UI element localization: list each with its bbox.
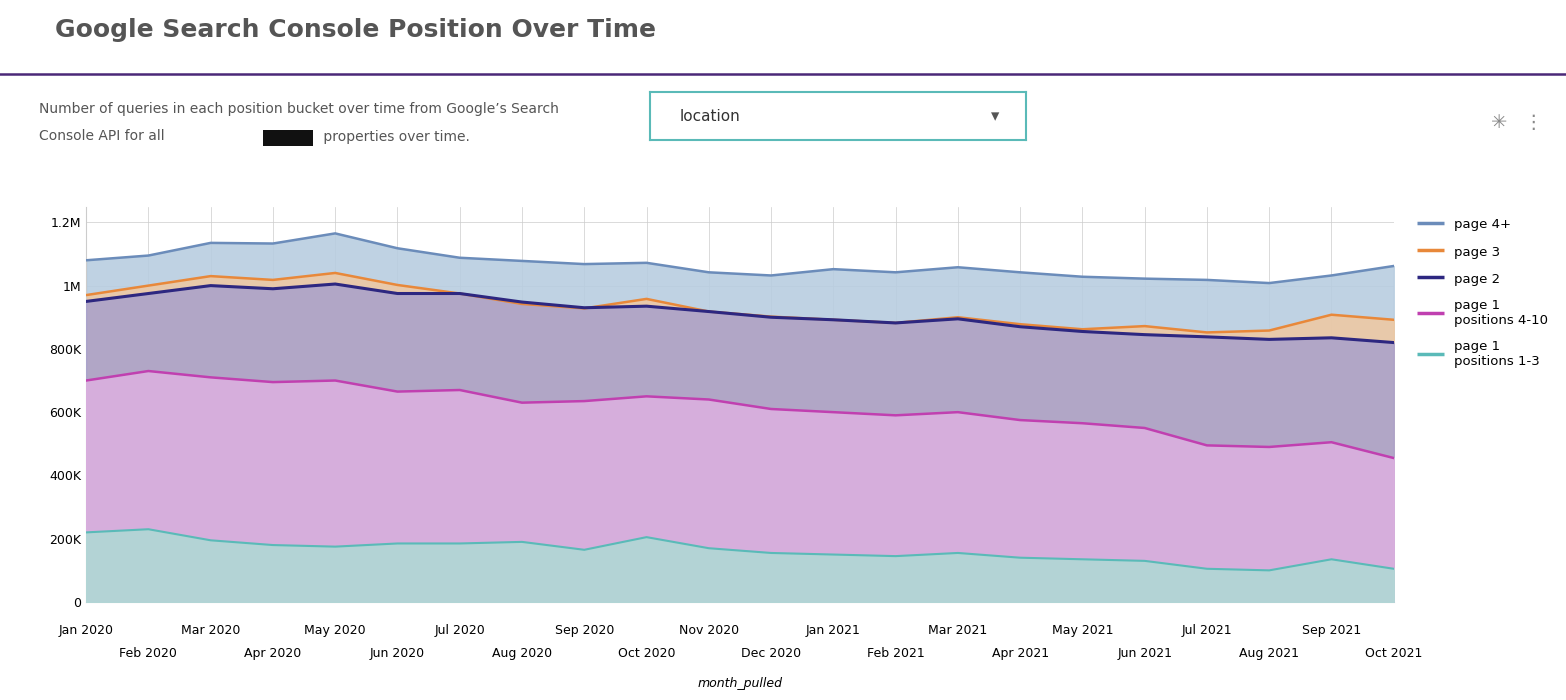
Text: location: location <box>680 108 741 124</box>
Legend: page 4+, page 3, page 2, page 1
positions 4-10, page 1
positions 1-3: page 4+, page 3, page 2, page 1 position… <box>1414 213 1552 372</box>
Text: Sep 2020: Sep 2020 <box>554 624 614 637</box>
Text: Number of queries in each position bucket over time from Google’s Search: Number of queries in each position bucke… <box>39 102 559 116</box>
Text: Jun 2021: Jun 2021 <box>1117 648 1173 661</box>
Text: ⋮: ⋮ <box>1524 113 1543 132</box>
Text: Aug 2020: Aug 2020 <box>492 648 553 661</box>
Text: Feb 2020: Feb 2020 <box>119 648 177 661</box>
Text: properties over time.: properties over time. <box>319 130 470 144</box>
Text: Google Search Console Position Over Time: Google Search Console Position Over Time <box>55 18 656 41</box>
Text: Aug 2021: Aug 2021 <box>1239 648 1300 661</box>
Text: Oct 2021: Oct 2021 <box>1366 648 1422 661</box>
Text: Apr 2021: Apr 2021 <box>991 648 1049 661</box>
Text: Dec 2020: Dec 2020 <box>741 648 802 661</box>
Text: Console API for all: Console API for all <box>39 130 169 144</box>
Text: month_pulled: month_pulled <box>697 677 783 690</box>
Text: Mar 2020: Mar 2020 <box>182 624 240 637</box>
Text: ✳: ✳ <box>1491 113 1506 132</box>
Text: May 2020: May 2020 <box>304 624 366 637</box>
Text: Jun 2020: Jun 2020 <box>370 648 424 661</box>
Text: Mar 2021: Mar 2021 <box>929 624 988 637</box>
Text: Jan 2021: Jan 2021 <box>806 624 861 637</box>
Text: Sep 2021: Sep 2021 <box>1301 624 1361 637</box>
Text: Feb 2021: Feb 2021 <box>866 648 924 661</box>
Text: Nov 2020: Nov 2020 <box>678 624 739 637</box>
Text: ▾: ▾ <box>991 107 999 125</box>
Text: May 2021: May 2021 <box>1052 624 1113 637</box>
Text: Oct 2020: Oct 2020 <box>617 648 675 661</box>
Text: Jul 2021: Jul 2021 <box>1182 624 1232 637</box>
Text: Jan 2020: Jan 2020 <box>58 624 114 637</box>
Text: Apr 2020: Apr 2020 <box>244 648 302 661</box>
Text: Jul 2020: Jul 2020 <box>434 624 485 637</box>
